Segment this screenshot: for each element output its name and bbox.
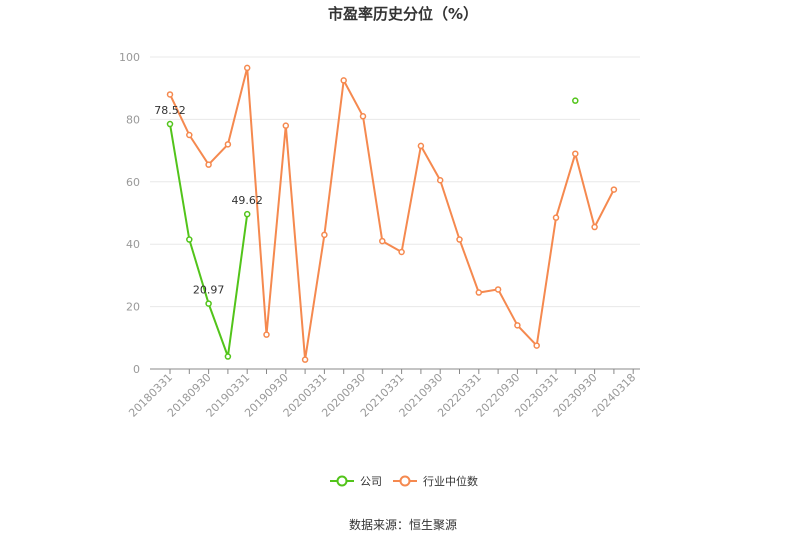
chart-title: 市盈率历史分位（%） — [328, 5, 478, 23]
series-1-point-20211231 — [456, 236, 463, 243]
grid-lines — [150, 56, 640, 308]
series-1-point-20190930 — [282, 122, 290, 129]
series-0-point-20181231 — [224, 353, 232, 360]
series-1-point-20181231 — [224, 141, 232, 148]
series-1 — [166, 64, 618, 363]
series-1-point-20210331 — [398, 248, 405, 256]
legend-label-industry-median: 行业中位数 — [423, 474, 478, 488]
legend-item-company[interactable]: 公司 — [330, 475, 382, 488]
y-tick-label-40: 40 — [126, 238, 140, 251]
series-1-point-20220331 — [475, 289, 483, 296]
data-label-20180331: 78.52 — [154, 104, 186, 117]
series-1-point-20190630 — [263, 331, 270, 338]
series-1-point-20220630 — [494, 286, 502, 293]
x-axis: 2018033120180930201903312019093020200331… — [126, 368, 640, 420]
data-label-20190331: 49.62 — [231, 194, 263, 207]
series-0-point-20180331 — [166, 120, 174, 128]
series-1-point-20191231 — [301, 356, 309, 363]
data-label-20180930: 20.97 — [193, 284, 225, 297]
legend-label-company: 公司 — [360, 475, 382, 488]
series-1-point-20180930 — [205, 161, 212, 168]
data-source: 数据来源：恒生聚源 — [349, 517, 457, 532]
series-0-point-20230630 — [572, 97, 579, 104]
series-0-line-0 — [169, 123, 249, 358]
series-1-point-20190331 — [243, 64, 251, 72]
series-1-point-20210930 — [436, 176, 444, 184]
series-1-point-20220930 — [514, 322, 521, 329]
y-tick-label-60: 60 — [126, 176, 140, 189]
y-tick-label-100: 100 — [119, 51, 140, 64]
series-1-point-20230331 — [552, 214, 560, 221]
series-1-point-20221231 — [533, 342, 540, 349]
y-tick-label-0: 0 — [133, 363, 140, 376]
series-0-point-20180930 — [205, 300, 212, 307]
series-1-point-20201231 — [379, 237, 386, 245]
series-1-point-20200930 — [359, 113, 367, 120]
data-labels: 78.52 20.97 49.62 — [154, 104, 263, 297]
y-axis: 0 20 40 60 80 100 — [119, 51, 140, 376]
series-1-point-20230930 — [591, 223, 598, 231]
series-0-point-20180630 — [186, 236, 193, 243]
legend-item-industry-median[interactable]: 行业中位数 — [393, 474, 478, 488]
series-1-line-0 — [169, 66, 615, 361]
legend: 公司 行业中位数 — [330, 474, 478, 488]
y-tick-label-80: 80 — [126, 113, 140, 126]
series-0-point-20190331 — [243, 210, 251, 218]
series-layer — [166, 64, 618, 363]
series-1-point-20180630 — [186, 131, 193, 139]
series-1-point-20200331 — [321, 231, 328, 239]
series-0 — [166, 97, 579, 360]
series-1-point-20231231 — [610, 186, 618, 193]
series-1-point-20210630 — [417, 142, 425, 150]
series-1-point-20200630 — [340, 77, 347, 84]
series-1-point-20180331 — [166, 91, 174, 98]
series-1-point-20230630 — [572, 150, 579, 157]
y-tick-label-20: 20 — [126, 301, 140, 314]
